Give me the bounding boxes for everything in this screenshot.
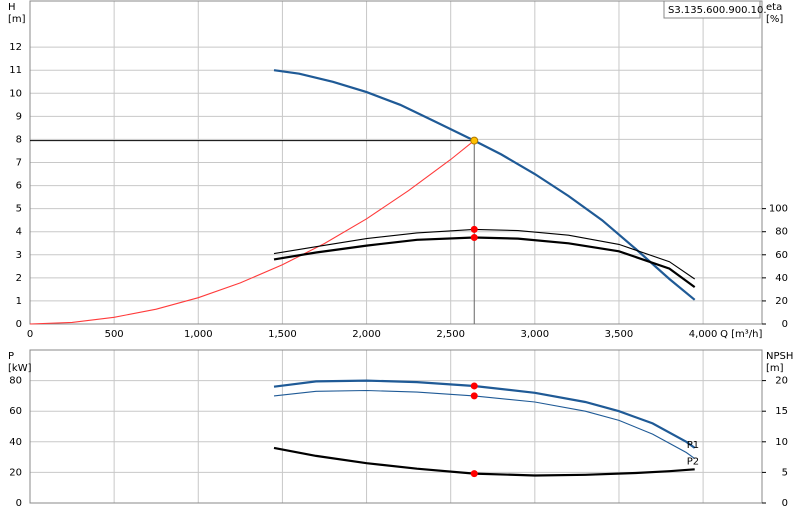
y2-axis-unit: [%] (766, 14, 783, 25)
y-tick-label: 60 (9, 406, 22, 417)
y-tick-label: 4 (16, 227, 22, 238)
y-tick-label: 0 (16, 319, 22, 330)
y-axis-label: H (8, 2, 16, 13)
x-tick-label: 0 (27, 329, 33, 340)
x-tick-label: 3,000 (521, 329, 550, 340)
curve (273, 379, 696, 449)
y-tick-label: 80 (9, 376, 22, 387)
x-tick-label: 1,500 (268, 329, 297, 340)
y-tick-label: 7 (16, 158, 22, 169)
chart-title: S3.135.600.900.10. (668, 5, 767, 16)
y-tick-label: 5 (16, 204, 22, 215)
curve (29, 140, 475, 325)
y2-tick-label: 0 (782, 319, 788, 330)
y2-axis-label: eta (766, 2, 782, 13)
plot-frame (29, 0, 763, 325)
title-box (663, 0, 761, 19)
y-tick-label: 20 (9, 467, 22, 478)
x-tick-label: 1,000 (184, 329, 213, 340)
y2-axis-label: NPSH (766, 351, 793, 362)
y-axis-label: P (8, 351, 14, 362)
operating-point (470, 470, 478, 478)
y-tick-label: 11 (9, 65, 22, 76)
curve (273, 228, 696, 280)
curve (273, 236, 696, 288)
x-tick-label: 4,000 (689, 329, 718, 340)
y2-tick-label: 0 (782, 498, 788, 509)
operating-point (470, 382, 478, 390)
y2-tick-label: 100 (769, 204, 788, 215)
y2-tick-label: 15 (775, 406, 788, 417)
operating-point (470, 225, 478, 233)
operating-point (470, 233, 478, 241)
x-tick-label: 3,500 (605, 329, 634, 340)
y2-tick-label: 80 (775, 227, 788, 238)
y-axis-unit: [kW] (8, 363, 32, 374)
x-tick-label: 500 (105, 329, 124, 340)
y-tick-label: 0 (16, 498, 22, 509)
x-tick-label: 2,000 (352, 329, 381, 340)
y2-tick-label: 5 (782, 467, 788, 478)
y-tick-label: 9 (16, 111, 22, 122)
y-tick-label: 6 (16, 181, 22, 192)
curve-label: P1 (687, 440, 699, 451)
y-tick-label: 10 (9, 88, 22, 99)
curve (273, 389, 696, 460)
y-tick-label: 8 (16, 134, 22, 145)
y-tick-label: 12 (9, 42, 22, 53)
plot-frame (29, 349, 763, 504)
y2-tick-label: 10 (775, 437, 788, 448)
y-axis-unit: [m] (8, 14, 26, 25)
y2-axis-unit: [m] (766, 363, 784, 374)
y2-tick-label: 20 (775, 296, 788, 307)
x-axis-label: Q [m³/h] (720, 329, 762, 340)
y-tick-label: 3 (16, 250, 22, 261)
curve-label: P2 (687, 457, 699, 468)
y-tick-label: 2 (16, 273, 22, 284)
curve (273, 69, 696, 301)
y2-tick-label: 40 (775, 273, 788, 284)
y-tick-label: 1 (16, 296, 22, 307)
y2-tick-label: 20 (775, 376, 788, 387)
operating-point (470, 136, 479, 145)
y-tick-label: 40 (9, 437, 22, 448)
y2-tick-label: 60 (775, 250, 788, 261)
operating-point (470, 392, 478, 400)
x-tick-label: 2,500 (436, 329, 465, 340)
curve (273, 446, 695, 477)
